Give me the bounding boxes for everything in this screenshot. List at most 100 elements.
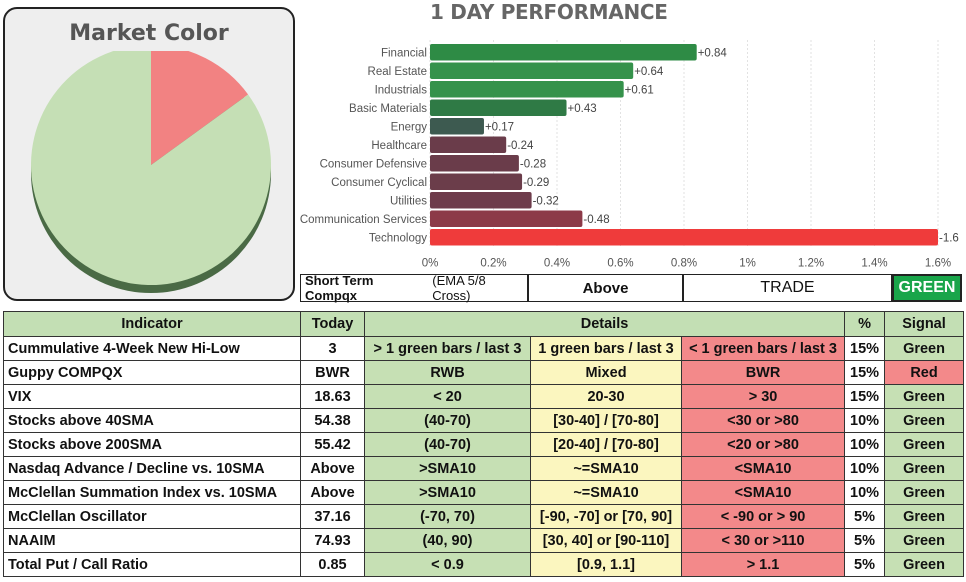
row-detail-bad: <SMA10 xyxy=(680,456,846,481)
table-row: Stocks above 200SMA 55.42 (40-70) [20-40] /… xyxy=(3,432,965,457)
row-weight: 15% xyxy=(844,336,886,361)
row-detail-good: (-70, 70) xyxy=(364,504,531,529)
row-signal: Green xyxy=(884,480,965,505)
row-detail-neutral: ~=SMA10 xyxy=(530,480,682,505)
short-term-label: Short Term Compqx (EMA 5/8 Cross) xyxy=(300,273,528,303)
value-label: -1.6 xyxy=(939,232,959,244)
market-color-pie xyxy=(31,51,271,293)
row-indicator: Stocks above 200SMA xyxy=(3,432,301,457)
category-label: Communication Services xyxy=(300,214,427,226)
category-label: Healthcare xyxy=(371,140,427,152)
x-tick-label: 0.8% xyxy=(671,258,697,270)
row-weight: 5% xyxy=(844,528,886,553)
category-label: Consumer Cyclical xyxy=(331,177,427,189)
value-label: +0.43 xyxy=(568,103,597,115)
x-tick-label: 1.4% xyxy=(861,258,887,270)
row-indicator: Nasdaq Advance / Decline vs. 10SMA xyxy=(3,456,301,481)
header-indicator: Indicator xyxy=(3,311,301,337)
category-label: Energy xyxy=(391,121,428,133)
row-detail-good: RWB xyxy=(364,360,531,385)
row-weight: 10% xyxy=(844,408,886,433)
row-weight: 15% xyxy=(844,384,886,409)
row-weight: 10% xyxy=(844,432,886,457)
short-term-action: TRADE xyxy=(683,274,892,302)
table-row: Total Put / Call Ratio 0.85 < 0.9 [0.9, 1.1… xyxy=(3,552,965,577)
short-term-row: Short Term Compqx (EMA 5/8 Cross) Above … xyxy=(300,273,964,303)
table-row: McClellan Summation Index vs. 10SMA Above… xyxy=(3,480,965,505)
table-row: VIX 18.63 < 20 20-30 > 30 15% Green xyxy=(3,384,965,409)
row-detail-bad: < -90 or > 90 xyxy=(680,504,846,529)
row-indicator: McClellan Summation Index vs. 10SMA xyxy=(3,480,301,505)
value-label: -0.48 xyxy=(583,214,609,226)
row-detail-good: (40, 90) xyxy=(364,528,531,553)
row-today: 54.38 xyxy=(300,408,365,433)
category-label: Technology xyxy=(369,232,427,244)
row-detail-good: < 20 xyxy=(364,384,531,409)
header-signal: Signal xyxy=(884,311,965,337)
pie-slice-green xyxy=(31,51,271,285)
row-weight: 5% xyxy=(844,504,886,529)
category-label: Basic Materials xyxy=(349,103,427,115)
row-detail-bad: <20 or >80 xyxy=(680,432,846,457)
x-tick-label: 0.2% xyxy=(480,258,506,270)
bar-communication-services xyxy=(430,210,583,227)
value-label: +0.84 xyxy=(698,47,728,59)
row-signal: Green xyxy=(884,552,965,577)
row-detail-bad: <30 or >80 xyxy=(680,408,846,433)
row-detail-bad: > 1.1 xyxy=(680,552,846,577)
row-detail-good: > 1 green bars / last 3 xyxy=(364,336,531,361)
row-detail-bad: > 30 xyxy=(680,384,846,409)
row-signal: Green xyxy=(884,384,965,409)
bar-consumer-defensive xyxy=(430,155,519,172)
row-today: 3 xyxy=(300,336,365,361)
performance-bar-chart: 0% 0.2% 0.4% 0.6% 0.8% 1% 1.2% 1.4% 1.6% Financia… xyxy=(300,40,959,270)
x-tick-label: 0% xyxy=(422,258,439,270)
header-details: Details xyxy=(363,311,846,337)
row-signal: Green xyxy=(884,336,965,361)
row-detail-good: >SMA10 xyxy=(364,456,531,481)
row-today: Above xyxy=(300,480,365,505)
table-header-row: Indicator Today Details % Signal xyxy=(3,311,965,337)
bar-real-estate xyxy=(430,62,634,79)
row-detail-neutral: ~=SMA10 xyxy=(530,456,682,481)
table-row: Guppy COMPQX BWR RWB Mixed BWR 15% Red xyxy=(3,360,965,385)
value-label: -0.32 xyxy=(533,195,559,207)
row-indicator: VIX xyxy=(3,384,301,409)
row-signal: Green xyxy=(884,408,965,433)
row-detail-good: (40-70) xyxy=(364,432,531,457)
x-tick-label: 1% xyxy=(739,258,756,270)
category-label: Industrials xyxy=(375,84,428,96)
row-today: 74.93 xyxy=(300,528,365,553)
value-label: -0.28 xyxy=(520,158,546,170)
indicator-table: Indicator Today Details % Signal Cummula… xyxy=(3,311,965,577)
bar-healthcare xyxy=(430,136,507,153)
row-weight: 5% xyxy=(844,552,886,577)
market-color-title: Market Color xyxy=(69,21,229,46)
value-label: -0.29 xyxy=(523,177,549,189)
bar-basic-materials xyxy=(430,99,567,116)
row-detail-good: (40-70) xyxy=(364,408,531,433)
short-term-state: Above xyxy=(528,274,683,302)
row-today: 0.85 xyxy=(300,552,365,577)
table-row: McClellan Oscillator 37.16 (-70, 70) [-90, … xyxy=(3,504,965,529)
bar-industrials xyxy=(430,81,624,98)
row-today: 18.63 xyxy=(300,384,365,409)
row-signal: Red xyxy=(884,360,965,385)
row-detail-bad: <SMA10 xyxy=(680,480,846,505)
row-detail-neutral: 1 green bars / last 3 xyxy=(530,336,682,361)
row-detail-bad: < 1 green bars / last 3 xyxy=(680,336,846,361)
x-tick-label: 0.6% xyxy=(607,258,633,270)
row-indicator: Total Put / Call Ratio xyxy=(3,552,301,577)
value-label: +0.17 xyxy=(485,121,514,133)
x-tick-label: 1.6% xyxy=(925,258,951,270)
row-detail-neutral: [0.9, 1.1] xyxy=(530,552,682,577)
row-indicator: NAAIM xyxy=(3,528,301,553)
short-term-signal: GREEN xyxy=(892,274,962,302)
row-detail-neutral: 20-30 xyxy=(530,384,682,409)
header-today: Today xyxy=(300,311,365,337)
value-label: +0.61 xyxy=(625,84,654,96)
row-detail-good: >SMA10 xyxy=(364,480,531,505)
chart-title: 1 DAY PERFORMANCE xyxy=(430,0,668,24)
bar-financial xyxy=(430,44,697,61)
bar-consumer-cyclical xyxy=(430,173,523,190)
